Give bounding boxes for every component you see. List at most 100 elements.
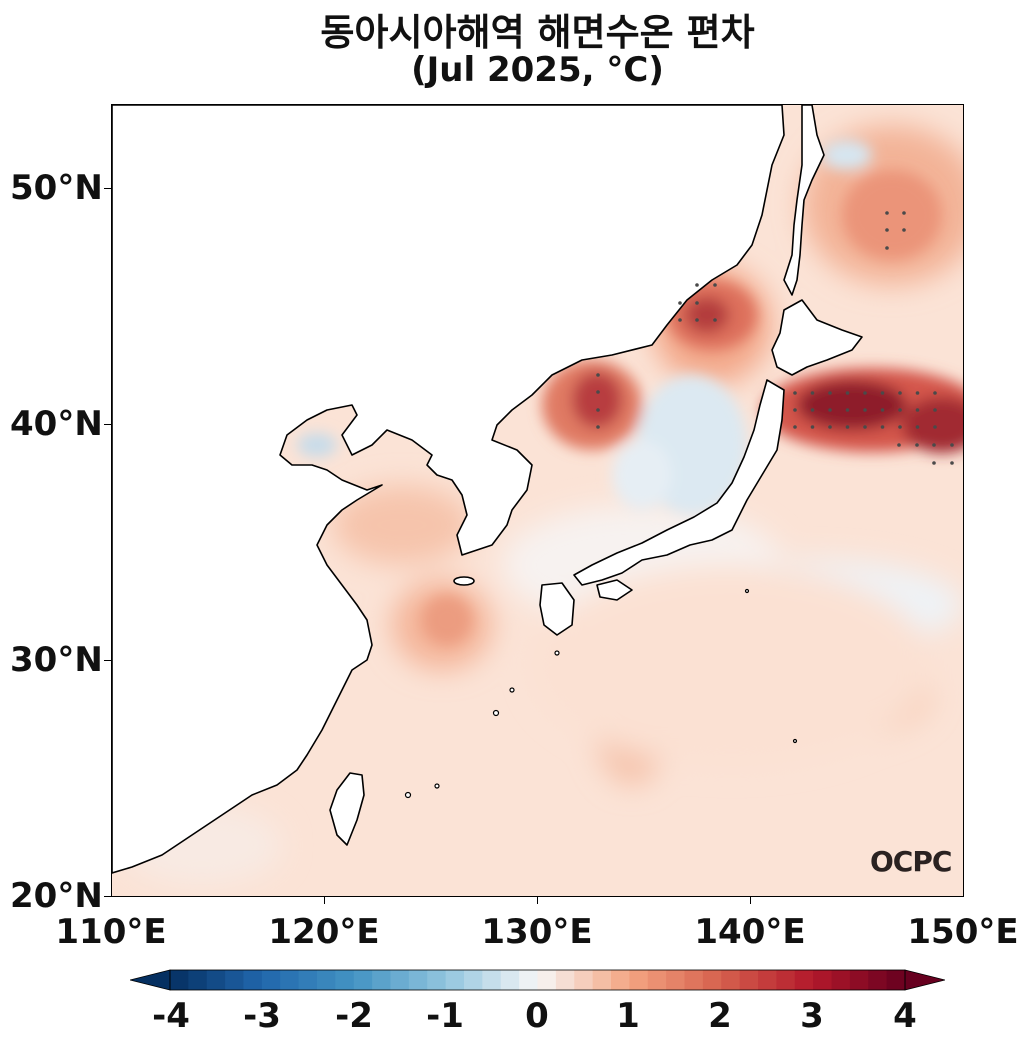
significance-dot — [845, 391, 850, 395]
colorbar-bin — [537, 970, 557, 990]
colorbar-bin — [776, 970, 796, 990]
colorbar-bin — [427, 970, 447, 990]
significance-dot — [915, 425, 920, 429]
significance-dot — [950, 443, 954, 447]
ocpc-logo: OCPC — [870, 845, 952, 878]
colorbar-bin — [170, 970, 189, 990]
colorbar-bin — [721, 970, 741, 990]
colorbar-bin — [482, 970, 502, 990]
x-tick-150e: 150°E — [907, 912, 1019, 952]
significance-dot — [880, 391, 885, 395]
y-tick-mark — [104, 896, 111, 897]
colorbar-bin — [666, 970, 685, 990]
significance-dot — [678, 301, 682, 305]
colorbar-tick-3: 3 — [800, 996, 824, 1036]
significance-dot — [695, 283, 699, 287]
colorbar-bin — [317, 970, 336, 990]
colorbar-bin — [684, 970, 704, 990]
significance-dot — [596, 425, 600, 429]
significance-dot — [845, 425, 850, 429]
colorbar-bin — [831, 970, 851, 990]
y-tick-40n: 40°N — [10, 404, 103, 444]
significance-dot — [898, 391, 902, 395]
significance-dot — [898, 408, 902, 412]
significance-dot — [885, 246, 889, 250]
colorbar-bin — [574, 970, 594, 990]
colorbar-bin — [794, 970, 814, 990]
colorbar-tick-neg4: -4 — [152, 996, 190, 1036]
significance-dot — [845, 408, 850, 412]
significance-dot — [885, 228, 889, 232]
y-tick-50n: 50°N — [10, 168, 103, 208]
colorbar-bin — [408, 970, 428, 990]
colorbar-min-extend — [130, 969, 171, 991]
colorbar-tick-4: 4 — [893, 996, 917, 1036]
x-tick-110e: 110°E — [55, 912, 167, 952]
colorbar-bin — [555, 970, 575, 990]
significance-dot — [915, 408, 920, 412]
y-tick-mark — [104, 660, 111, 661]
significance-dot — [880, 425, 885, 429]
x-tick-130e: 130°E — [481, 912, 593, 952]
colorbar-bin — [445, 970, 465, 990]
colorbar-bin — [702, 970, 722, 990]
colorbar-bin — [611, 970, 630, 990]
significance-dot — [793, 391, 797, 395]
colorbar-bin — [280, 970, 300, 990]
colorbar-bin — [739, 970, 759, 990]
colorbar-bin — [335, 970, 355, 990]
y-tick-20n: 20°N — [10, 876, 103, 916]
significance-dot — [950, 461, 954, 465]
colorbar-bin — [464, 970, 483, 990]
significance-dot — [932, 461, 936, 465]
colorbar-tick-1: 1 — [616, 996, 640, 1036]
significance-dot — [828, 425, 832, 429]
colorbar-bin — [353, 970, 373, 990]
significance-dot — [810, 408, 815, 412]
colorbar-bin — [647, 970, 667, 990]
significance-dot — [902, 211, 906, 215]
significance-dot — [897, 443, 901, 447]
colorbar-tick-2: 2 — [708, 996, 732, 1036]
significance-dot — [933, 391, 937, 395]
significance-dot — [933, 425, 937, 429]
colorbar-bin — [519, 970, 538, 990]
colorbar-bin — [298, 970, 318, 990]
colorbar-bin — [813, 970, 832, 990]
colorbar-bin — [500, 970, 520, 990]
colorbar-tick-neg1: -1 — [426, 996, 464, 1036]
significance-dot — [713, 318, 717, 322]
colorbar-tick-0: 0 — [525, 996, 549, 1036]
significance-dot — [793, 425, 797, 429]
map-subtitle: (Jul 2025, °C) — [411, 50, 664, 90]
colorbar-bin — [225, 970, 244, 990]
significance-dot — [933, 408, 937, 412]
sst-anomaly-map — [111, 104, 964, 897]
colorbar — [130, 969, 945, 991]
colorbar-tick-neg2: -2 — [335, 996, 373, 1036]
significance-dot — [810, 425, 815, 429]
y-tick-30n: 30°N — [10, 640, 103, 680]
significance-dot — [828, 408, 832, 412]
significance-dot — [863, 425, 867, 429]
significance-dot — [932, 443, 936, 447]
significance-dot — [915, 391, 920, 395]
significance-dot — [793, 408, 797, 412]
x-tick-mark — [537, 897, 538, 904]
significance-dot — [596, 390, 600, 394]
significance-dot — [678, 318, 682, 322]
colorbar-bin — [261, 970, 281, 990]
significance-dot — [880, 408, 885, 412]
map-title: 동아시아해역 해면수온 편차 — [320, 11, 755, 54]
significance-dot — [828, 391, 832, 395]
significance-dot — [713, 283, 717, 287]
colorbar-bin — [886, 970, 906, 990]
colorbar-frame — [169, 969, 906, 991]
colorbar-bin — [868, 970, 888, 990]
colorbar-bin — [758, 970, 777, 990]
colorbar-bin — [206, 970, 226, 990]
colorbar-bin — [188, 970, 208, 990]
significance-dot — [863, 408, 867, 412]
colorbar-bin — [372, 970, 391, 990]
significance-dot — [885, 211, 889, 215]
